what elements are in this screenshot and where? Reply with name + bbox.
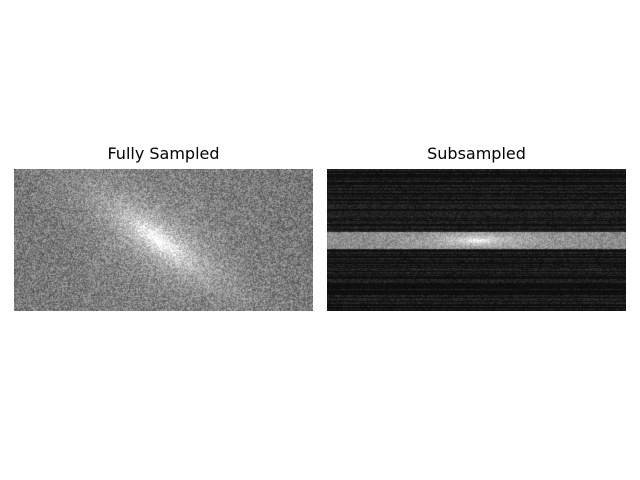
fully-sampled-kspace-image — [14, 169, 313, 311]
panel-title-subsampled: Subsampled — [427, 144, 526, 163]
subsampled-kspace-image — [327, 169, 626, 311]
panel-title-fully-sampled: Fully Sampled — [107, 144, 220, 163]
